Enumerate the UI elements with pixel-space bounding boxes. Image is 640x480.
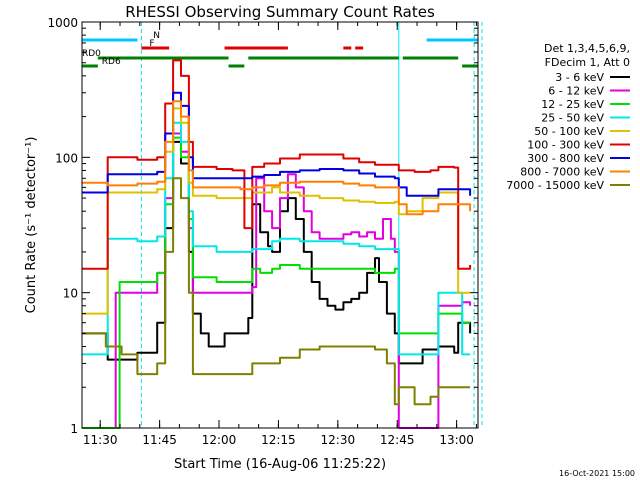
legend-label: 25 - 50 keV: [541, 112, 604, 125]
series-line-0: [82, 140, 472, 365]
plot-lines: [82, 59, 472, 429]
x-tick-label: 12:30: [321, 433, 356, 447]
footer-date: 16-Oct-2021 15:00: [559, 469, 635, 478]
plot-frame: [81, 21, 479, 429]
x-tick-label: 12:45: [380, 433, 415, 447]
y-tick-label: 100: [55, 151, 78, 165]
series-line-5: [82, 59, 472, 270]
series-line-7: [82, 100, 472, 216]
legend-header-line-1: Det 1,3,4,5,6,9,: [544, 42, 630, 55]
legend-label: 3 - 6 keV: [555, 71, 604, 84]
legend-label: 100 - 300 keV: [527, 139, 604, 152]
x-axis-label: Start Time (16-Aug-06 11:25:22): [174, 457, 386, 472]
chart-title: RHESSI Observing Summary Count Rates: [125, 3, 435, 21]
series-line-3: [82, 121, 471, 356]
axis-ticks: 11:30 11:45 12:00 12:15 12:30 12:45 13:00 1 10 10…: [47, 16, 478, 447]
legend-label: 800 - 7000 keV: [520, 166, 604, 179]
x-tick-label: 12:15: [261, 433, 296, 447]
legend-label: 50 - 100 keV: [534, 125, 604, 138]
legend: Det 1,3,4,5,6,9, FDecim 1, Att 0 3 - 6 k…: [506, 42, 630, 192]
y-tick-label: 1: [70, 422, 78, 436]
legend-header-line-2: FDecim 1, Att 0: [545, 56, 630, 69]
flag-label-n: N: [153, 31, 160, 41]
y-tick-label: 10: [63, 287, 78, 301]
flag-label-rd0: RD0: [82, 49, 101, 59]
legend-label: 12 - 25 keV: [541, 98, 604, 111]
series-line-6: [82, 91, 472, 197]
x-tick-label: 11:30: [83, 433, 118, 447]
y-axis-label: Count Rate (s⁻¹ detector⁻¹): [24, 137, 39, 314]
series-line-8: [82, 177, 471, 406]
flag-label-f: F: [149, 39, 154, 49]
y-tick-label: 1000: [47, 16, 78, 30]
series-line-1: [82, 132, 472, 429]
series-line-2: [82, 136, 471, 429]
x-tick-label: 13:00: [439, 433, 474, 447]
flag-label-rd6: RD6: [102, 57, 121, 67]
legend-label: 7000 - 15000 keV: [506, 179, 604, 192]
x-tick-label: 12:00: [202, 433, 237, 447]
x-tick-label: 11:45: [142, 433, 177, 447]
legend-label: 6 - 12 keV: [548, 85, 604, 98]
legend-label: 300 - 800 keV: [527, 152, 604, 165]
